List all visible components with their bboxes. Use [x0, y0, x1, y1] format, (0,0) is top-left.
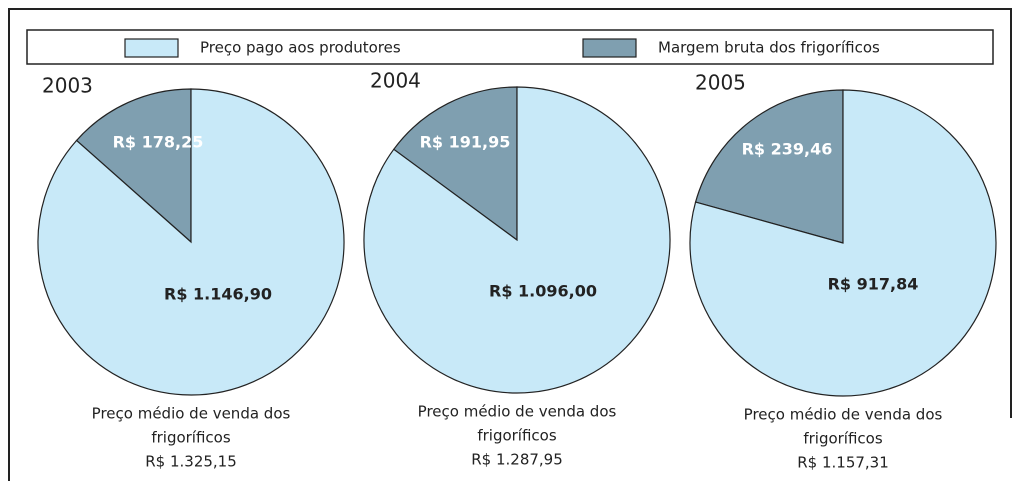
caption: frigoríficos	[803, 430, 883, 448]
legend-label: Preço pago aos produtores	[200, 39, 401, 57]
pie-slice	[694, 89, 844, 244]
total: R$ 1.157,31	[797, 454, 889, 472]
pie-title: 2004	[370, 69, 421, 93]
value-label: R$ 239,46	[742, 140, 833, 159]
pie-slice	[75, 88, 192, 244]
caption: Preço médio de venda dos	[92, 405, 291, 423]
total: R$ 1.325,15	[145, 453, 237, 471]
pie-slice	[363, 86, 671, 394]
frame	[8, 8, 1012, 481]
pie-slice	[37, 88, 345, 396]
caption: frigoríficos	[477, 427, 557, 445]
caption: Preço médio de venda dos	[744, 406, 943, 424]
legend-swatch	[582, 38, 637, 58]
value-label: R$ 917,84	[828, 275, 919, 294]
pie-title: 2003	[42, 74, 93, 98]
legend-swatch	[124, 38, 179, 58]
value-label: R$ 191,95	[420, 133, 511, 152]
value-label: R$ 178,25	[113, 133, 204, 152]
value-label: R$ 1.096,00	[489, 282, 597, 301]
legend-box	[26, 29, 994, 65]
caption: Preço médio de venda dos	[418, 403, 617, 421]
total: R$ 1.287,95	[471, 451, 563, 469]
pie-title: 2005	[695, 71, 746, 95]
pie-slice	[689, 89, 997, 397]
caption: frigoríficos	[151, 429, 231, 447]
value-label: R$ 1.146,90	[164, 285, 272, 304]
pie-slice	[392, 86, 518, 242]
legend-label: Margem bruta dos frigoríficos	[658, 39, 880, 57]
